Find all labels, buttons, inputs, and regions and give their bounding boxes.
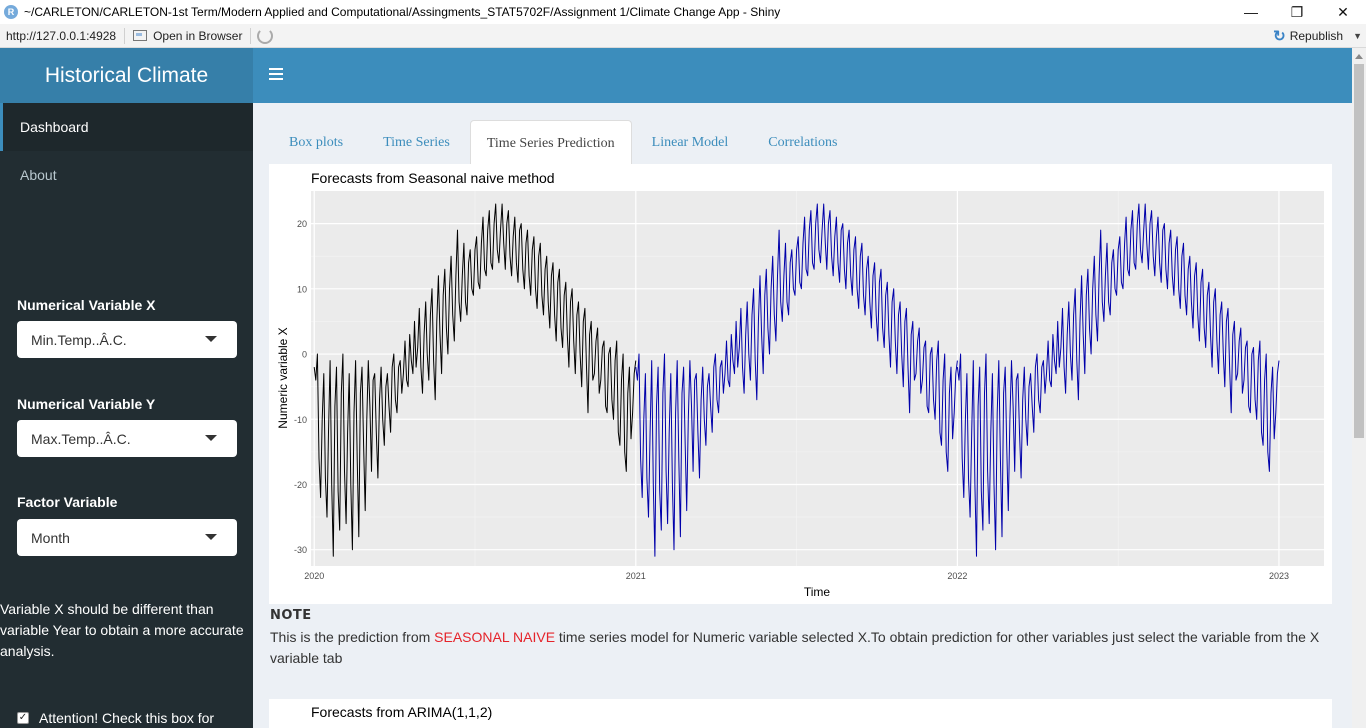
window-title: ~/CARLETON/CARLETON-1st Term/Modern Appl…: [24, 5, 781, 19]
attention-checkbox-label: Attention! Check this box for: [39, 710, 215, 726]
arima-plot-title: Forecasts from ARIMA(1,1,2): [311, 704, 493, 720]
window-title-bar: R ~/CARLETON/CARLETON-1st Term/Modern Ap…: [0, 0, 1366, 24]
note-highlight: SEASONAL NAIVE: [434, 629, 556, 645]
publish-icon: ↻: [1273, 27, 1286, 45]
numerical-y-value: Max.Temp..Â.C.: [31, 430, 131, 447]
caret-down-icon: [205, 534, 217, 540]
tab-box-plots[interactable]: Box plots: [289, 135, 344, 150]
numerical-y-select[interactable]: Max.Temp..Â.C.: [17, 420, 237, 457]
numerical-y-label: Numerical Variable Y: [17, 396, 156, 412]
vertical-scrollbar[interactable]: [1352, 48, 1366, 728]
x-tick-label: 2020: [304, 571, 324, 581]
sidebar-item-about[interactable]: About: [20, 167, 57, 183]
factor-select[interactable]: Month: [17, 519, 237, 556]
tab-bar: Box plots Time Series Time Series Predic…: [269, 120, 857, 165]
note-text: This is the prediction from SEASONAL NAI…: [270, 627, 1340, 669]
rstudio-icon: R: [4, 5, 18, 19]
tab-time-series-prediction[interactable]: Time Series Prediction: [469, 120, 632, 165]
y-axis-label: Numeric variable X: [276, 327, 290, 428]
tab-linear-model[interactable]: Linear Model: [651, 135, 729, 150]
main-content: Box plots Time Series Time Series Predic…: [253, 103, 1352, 728]
sidebar-note: Variable X should be different than vari…: [0, 601, 244, 659]
sidebar: Dashboard About Numerical Variable X Min…: [0, 103, 253, 728]
factor-value: Month: [31, 529, 70, 546]
arima-plot-panel: Forecasts from ARIMA(1,1,2): [269, 699, 1332, 728]
tab-correlations[interactable]: Correlations: [768, 135, 838, 150]
y-tick-label: 20: [297, 219, 307, 229]
app-brand: Historical Climate: [0, 48, 253, 103]
open-in-browser-label: Open in Browser: [153, 28, 243, 43]
numerical-x-value: Min.Temp..Â.C.: [31, 331, 127, 348]
forecast-chart: Forecasts from Seasonal naive method 20 1…: [276, 170, 1324, 599]
series-lines: [313, 203, 1280, 557]
attention-checkbox[interactable]: ✓: [17, 712, 29, 724]
x-tick-label: 2022: [947, 571, 967, 581]
note-text-before: This is the prediction from: [270, 629, 435, 645]
open-in-browser-button[interactable]: Open in Browser: [125, 27, 252, 44]
caret-down-icon: [205, 336, 217, 342]
numerical-x-select[interactable]: Min.Temp..Â.C.: [17, 321, 237, 358]
scrollbar-thumb[interactable]: [1354, 64, 1364, 438]
x-tick-label: 2023: [1269, 571, 1289, 581]
tab-time-series[interactable]: Time Series: [383, 135, 450, 150]
top-navbar: [253, 48, 1352, 103]
note-title: NOTE: [270, 608, 312, 623]
y-tick-label: 10: [297, 284, 307, 294]
chart-title: Forecasts from Seasonal naive method: [311, 170, 555, 186]
sidebar-toggle-icon[interactable]: [269, 68, 283, 80]
republish-button[interactable]: ↻ Republish ▼: [1273, 27, 1366, 45]
minimize-button[interactable]: —: [1244, 4, 1258, 20]
restore-button[interactable]: ❐: [1290, 3, 1304, 20]
sidebar-item-dashboard[interactable]: Dashboard: [0, 103, 253, 151]
close-button[interactable]: ✕: [1337, 3, 1349, 20]
caret-down-icon: [205, 435, 217, 441]
numerical-x-label: Numerical Variable X: [17, 297, 156, 313]
chevron-down-icon[interactable]: ▼: [1353, 30, 1362, 41]
viewer-toolbar: http://127.0.0.1:4928 Open in Browser ↻ …: [0, 24, 1366, 48]
history-series-line: [313, 203, 637, 557]
x-tick-label: 2021: [626, 571, 646, 581]
note-text-after: time series model for Numeric variable s…: [270, 629, 1320, 666]
scroll-up-icon[interactable]: [1355, 54, 1363, 59]
attention-checkbox-row[interactable]: ✓ Attention! Check this box for: [17, 710, 214, 726]
y-tick-label: -30: [294, 545, 307, 555]
republish-label: Republish: [1289, 28, 1344, 43]
y-tick-label: -10: [294, 415, 307, 425]
factor-label: Factor Variable: [17, 494, 118, 510]
forecast-series-line: [635, 203, 958, 557]
x-axis-label: Time: [804, 585, 831, 599]
y-tick-label: -20: [294, 480, 307, 490]
forecast-plot-panel: Forecasts from Seasonal naive method 20 1…: [269, 164, 1332, 604]
plot-background: [311, 191, 1324, 566]
forecast-series-line: [956, 203, 1280, 557]
axes: 20 10 0 -10 -20 -30 2020 2021 2022 2023: [294, 219, 1289, 581]
y-tick-label: 0: [302, 350, 307, 360]
url-display: http://127.0.0.1:4928: [0, 27, 126, 44]
refresh-icon[interactable]: [257, 27, 274, 44]
browser-window-icon: [133, 30, 148, 41]
